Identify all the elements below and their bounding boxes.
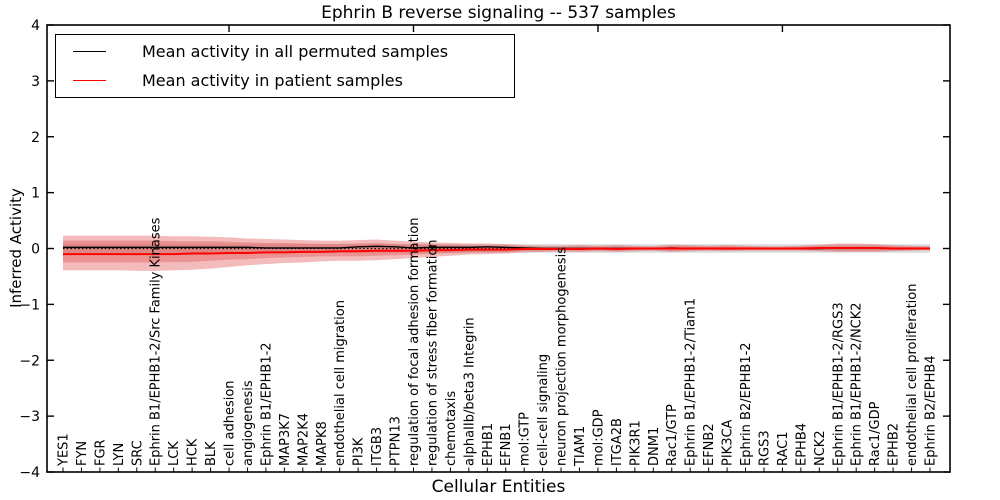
- x-tick-label: endothelial cell proliferation: [905, 283, 920, 466]
- band-patient-spread-inner: [63, 240, 930, 263]
- y-tick-label: 4: [31, 18, 40, 34]
- x-tick-label: NCK2: [813, 430, 828, 466]
- x-tick-label: EPHB4: [794, 423, 809, 466]
- x-axis-top-ticks: [228, 25, 784, 32]
- y-tick-label: 2: [31, 130, 40, 146]
- x-tick-label: Rac1/GDP: [868, 401, 883, 466]
- x-tick-label: regulation of focal adhesion formation: [407, 217, 422, 466]
- legend: Mean activity in all permuted samples Me…: [55, 34, 515, 98]
- x-tick-label: Ephrin B2/EPHB1-2: [739, 342, 754, 466]
- x-tick-label: RGS3: [757, 430, 772, 466]
- legend-item-patient: Mean activity in patient samples: [56, 67, 514, 94]
- y-tick-label: −2: [19, 353, 40, 369]
- x-tick-labels: YES1 FYN FGR LYN SRC Ephrin B1/EPHB1-2/Src Fa…: [57, 217, 939, 467]
- x-tick-label: SRC: [130, 440, 145, 466]
- x-tick-label: alphaIIb/beta3 Integrin: [462, 317, 477, 466]
- x-tick-label: MAP3K7: [278, 413, 293, 466]
- legend-item-permuted: Mean activity in all permuted samples: [56, 38, 514, 65]
- x-tick-label: angiogenesis: [241, 380, 256, 466]
- x-tick-label: mol:GTP: [518, 412, 533, 466]
- x-tick-label: HCK: [186, 438, 201, 466]
- x-tick-label: TIAM1: [573, 426, 588, 467]
- x-tick-label: Ephrin B1/EPHB1-2: [259, 342, 274, 466]
- x-axis-label: Cellular Entities: [431, 477, 566, 497]
- x-tick-label: ITGB3: [370, 427, 385, 466]
- y-axis-ticks: 4 3 2 1 0 −1 −2 −3 −4: [19, 18, 950, 481]
- x-tick-label: EFNB2: [702, 423, 717, 466]
- x-tick-label: Ephrin B1/EPHB1-2/RGS3: [831, 302, 846, 466]
- x-tick-label: PI3K: [352, 437, 367, 466]
- legend-line-patient-icon: [73, 80, 106, 82]
- y-tick-label: 1: [31, 186, 40, 202]
- y-tick-label: −3: [19, 409, 40, 425]
- band-patient-spread-outer: [63, 235, 930, 271]
- x-tick-label: Rac1/GTP: [665, 404, 680, 466]
- x-tick-label: endothelial cell migration: [333, 300, 348, 466]
- x-tick-label: EPHB2: [887, 423, 902, 466]
- x-tick-label: chemotaxis: [444, 391, 459, 466]
- x-tick-label: MAP2K4: [296, 413, 311, 466]
- x-tick-label: cell-cell signaling: [536, 354, 551, 466]
- y-tick-label: −1: [19, 297, 40, 313]
- x-tick-label: mol:GDP: [591, 409, 606, 466]
- x-tick-label: YES1: [57, 433, 72, 467]
- y-tick-label: 3: [31, 74, 40, 90]
- x-tick-label: BLK: [204, 441, 219, 466]
- x-tick-label: neuron projection morphogenesis: [555, 247, 570, 466]
- x-tick-label: EPHB1: [481, 423, 496, 466]
- y-axis-label: Inferred Activity: [7, 188, 25, 308]
- y-tick-label: 0: [31, 242, 40, 258]
- legend-label-patient: Mean activity in patient samples: [142, 71, 403, 91]
- x-tick-label: PIK3CA: [721, 419, 736, 466]
- series-line-1: [63, 246, 930, 256]
- x-tick-label: FYN: [75, 441, 90, 466]
- y-tick-label: −4: [19, 465, 40, 481]
- chart-title: Ephrin B reverse signaling -- 537 sample…: [321, 3, 676, 23]
- x-axis-bottom-ticks: [62, 467, 931, 472]
- x-tick-label: EFNB1: [499, 423, 514, 466]
- x-tick-label: Ephrin B2/EPHB4: [924, 355, 939, 466]
- legend-label-permuted: Mean activity in all permuted samples: [142, 41, 449, 61]
- legend-line-permuted-icon: [73, 50, 106, 52]
- x-tick-label: Ephrin B1/EPHB1-2/NCK2: [850, 302, 865, 466]
- series-lines: [63, 245, 930, 256]
- x-tick-label: Ephrin B1/EPHB1-2/Tiam1: [684, 298, 699, 466]
- x-tick-label: LYN: [112, 443, 127, 466]
- x-tick-label: ITGA2B: [610, 418, 625, 466]
- x-tick-label: PIK3R1: [628, 420, 643, 466]
- x-tick-label: RAC1: [776, 431, 791, 466]
- x-tick-label: regulation of stress fiber formation: [425, 239, 440, 466]
- x-tick-label: PTPN13: [389, 416, 404, 466]
- x-tick-label: MAPK8: [315, 421, 330, 466]
- x-tick-label: Ephrin B1/EPHB1-2/Src Family Kinases: [149, 217, 164, 466]
- x-tick-label: LCK: [167, 441, 182, 466]
- x-tick-label: DNM1: [647, 427, 662, 466]
- x-tick-label: FGR: [93, 439, 108, 466]
- x-tick-label: cell adhesion: [223, 380, 238, 466]
